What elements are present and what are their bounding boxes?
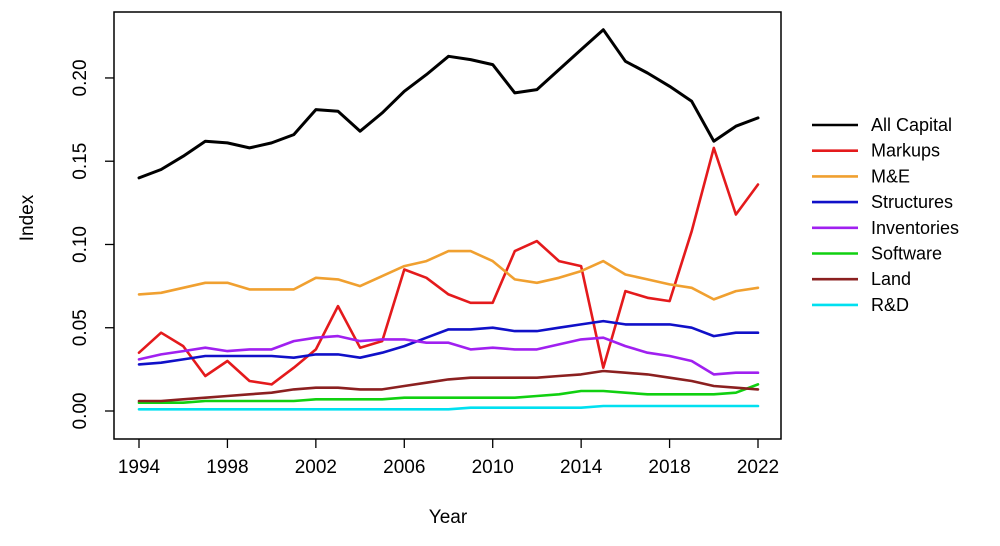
series-line [137, 334, 760, 376]
legend-label: All Capital [871, 115, 952, 135]
series-lines [137, 28, 760, 411]
x-axis-title: Year [429, 507, 468, 528]
x-tick-label: 2014 [560, 457, 603, 478]
y-tick-label: 0.10 [70, 226, 91, 263]
series-line [137, 383, 760, 405]
series-line [137, 369, 760, 403]
series-line [137, 404, 760, 411]
series-line [137, 146, 760, 386]
x-tick-label: 2006 [383, 457, 425, 478]
legend-label: Inventories [871, 218, 959, 238]
x-tick-label: 2010 [472, 457, 514, 478]
y-tick-label: 0.15 [70, 143, 91, 180]
legend-label: Land [871, 269, 911, 289]
legend-label: Software [871, 244, 942, 264]
y-axis: 0.00 0.05 0.10 0.15 0.20 [70, 59, 114, 429]
x-tick-label: 2018 [648, 457, 690, 478]
x-tick-label: 1998 [206, 457, 248, 478]
y-axis-title: Index [17, 194, 38, 241]
legend-label: Structures [871, 192, 953, 212]
series-line [137, 319, 760, 366]
legend-label: R&D [871, 295, 909, 315]
y-tick-label: 0.05 [70, 309, 91, 346]
series-line [137, 249, 760, 301]
x-axis: 1994 1998 2002 2006 2010 2014 2018 2022 [118, 439, 779, 478]
x-tick-label: 1994 [118, 457, 161, 478]
legend-label: Markups [871, 141, 940, 161]
x-tick-label: 2002 [295, 457, 337, 478]
legend-label: M&E [871, 166, 910, 186]
y-tick-label: 0.00 [70, 393, 91, 430]
legend: All Capital Markups M&E Structures Inventori… [812, 115, 959, 315]
plot-frame [113, 11, 782, 440]
series-line [137, 28, 760, 180]
x-tick-label: 2022 [737, 457, 779, 478]
y-tick-label: 0.20 [70, 59, 91, 96]
